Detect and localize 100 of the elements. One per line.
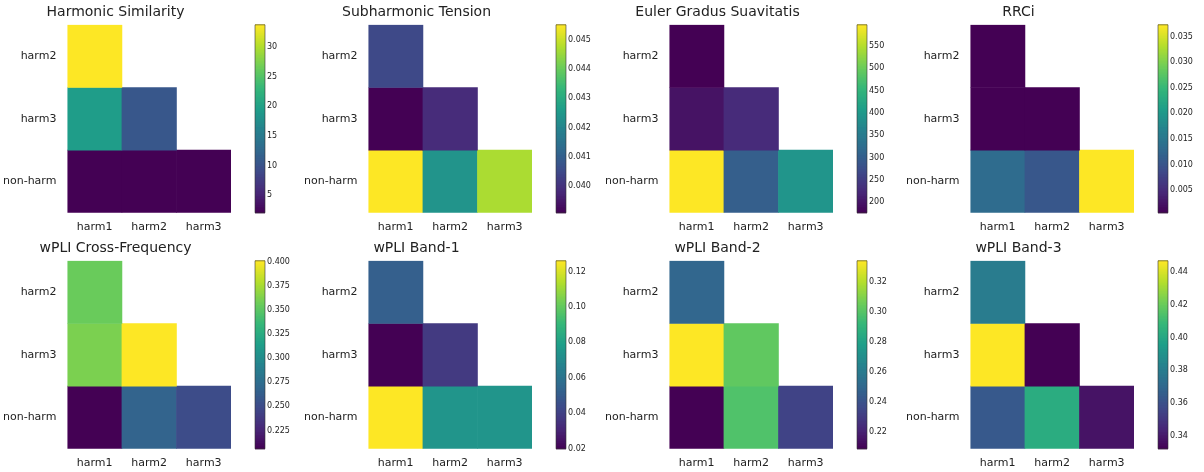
y-tick-label: harm2 bbox=[20, 284, 57, 298]
y-tick-label: non-harm bbox=[303, 174, 358, 188]
color-bar-label: 0.36 bbox=[1170, 398, 1188, 408]
color-bar-label: 0.12 bbox=[568, 266, 586, 276]
color-bar-label: 0.005 bbox=[1170, 185, 1193, 195]
x-tick-label: harm1 bbox=[76, 456, 113, 470]
color-bar-label: 0.28 bbox=[869, 337, 887, 347]
y-tick-label: harm2 bbox=[622, 48, 659, 62]
color-bar-label: 0.24 bbox=[869, 397, 887, 407]
y-tick-label: harm2 bbox=[923, 284, 960, 298]
x-tick-label: harm1 bbox=[979, 220, 1016, 234]
color-bar-label: 20 bbox=[267, 101, 278, 111]
y-tick-label: harm3 bbox=[923, 347, 960, 361]
color-bar-label: 0.015 bbox=[1170, 134, 1193, 144]
y-tick-label: harm3 bbox=[20, 347, 57, 361]
color-bar-label: 0.044 bbox=[568, 63, 591, 73]
y-tick-label: harm2 bbox=[321, 284, 358, 298]
color-bar-label: 10 bbox=[267, 160, 278, 170]
color-bar-label: 0.06 bbox=[568, 372, 586, 382]
color-bar-label: 250 bbox=[869, 174, 885, 184]
color-bar-label: 0.035 bbox=[1170, 31, 1193, 41]
color-bar-label: 300 bbox=[869, 152, 885, 162]
chart-title: Subharmonic Tension bbox=[341, 3, 492, 20]
color-bar-label: 0.10 bbox=[568, 301, 586, 311]
y-tick-label: non-harm bbox=[604, 410, 659, 424]
x-tick-label: harm2 bbox=[432, 220, 469, 234]
color-bar-label: 0.02 bbox=[568, 443, 586, 453]
y-tick-label: harm2 bbox=[622, 284, 659, 298]
color-bar-label: 0.40 bbox=[1170, 332, 1188, 342]
x-tick-label: harm3 bbox=[1088, 220, 1125, 234]
x-tick-label: harm3 bbox=[185, 456, 222, 470]
color-bar-label: 0.300 bbox=[267, 353, 290, 363]
y-tick-label: non-harm bbox=[2, 174, 57, 188]
x-tick-label: harm3 bbox=[787, 456, 824, 470]
x-tick-label: harm1 bbox=[377, 456, 414, 470]
color-bar-label: 550 bbox=[869, 40, 885, 50]
color-bar-label: 0.020 bbox=[1170, 108, 1193, 118]
x-tick-label: harm1 bbox=[979, 456, 1016, 470]
y-tick-label: harm2 bbox=[923, 48, 960, 62]
y-tick-label: harm2 bbox=[20, 48, 57, 62]
x-tick-label: harm2 bbox=[1034, 456, 1071, 470]
chart-title: wPLI Band-1 bbox=[373, 239, 460, 256]
x-tick-label: harm1 bbox=[678, 456, 715, 470]
x-tick-label: harm2 bbox=[733, 220, 770, 234]
y-tick-label: harm3 bbox=[321, 111, 358, 125]
chart-title: Harmonic Similarity bbox=[46, 3, 185, 20]
color-bar-label: 0.34 bbox=[1170, 430, 1188, 440]
color-bar-label: 0.32 bbox=[869, 276, 887, 286]
x-tick-label: harm1 bbox=[678, 220, 715, 234]
color-bar-label: 0.325 bbox=[267, 329, 290, 339]
color-bar-label: 0.250 bbox=[267, 401, 290, 411]
color-bar-label: 15 bbox=[267, 131, 278, 141]
color-bar-label: 450 bbox=[869, 85, 885, 95]
y-tick-label: harm3 bbox=[20, 111, 57, 125]
x-tick-label: harm2 bbox=[131, 220, 168, 234]
color-bar-label: 25 bbox=[267, 71, 278, 81]
y-tick-label: harm3 bbox=[622, 111, 659, 125]
color-bar-label: 0.042 bbox=[568, 122, 591, 132]
x-tick-label: harm2 bbox=[131, 456, 168, 470]
color-bar-label: 0.225 bbox=[267, 425, 290, 435]
color-bar-label: 0.400 bbox=[267, 256, 290, 266]
y-tick-label: non-harm bbox=[905, 174, 960, 188]
x-tick-label: harm3 bbox=[787, 220, 824, 234]
y-tick-label: non-harm bbox=[604, 174, 659, 188]
x-tick-label: harm2 bbox=[733, 456, 770, 470]
x-tick-label: harm3 bbox=[185, 220, 222, 234]
color-bar-label: 0.44 bbox=[1170, 267, 1188, 277]
y-tick-label: non-harm bbox=[905, 410, 960, 424]
y-tick-label: harm3 bbox=[622, 347, 659, 361]
x-tick-label: harm3 bbox=[1088, 456, 1125, 470]
chart-title: wPLI Band-2 bbox=[674, 239, 761, 256]
x-tick-label: harm1 bbox=[76, 220, 113, 234]
color-bar-label: 0.26 bbox=[869, 367, 887, 377]
color-bar-label: 0.42 bbox=[1170, 300, 1188, 310]
chart-title: Euler Gradus Suavitatis bbox=[635, 3, 800, 20]
x-tick-label: harm2 bbox=[432, 456, 469, 470]
color-bar-label: 0.08 bbox=[568, 337, 586, 347]
x-tick-label: harm2 bbox=[1034, 220, 1071, 234]
color-bar-label: 30 bbox=[267, 42, 278, 52]
chart-title: RRCi bbox=[1002, 3, 1035, 20]
color-bar-label: 5 bbox=[267, 190, 273, 200]
color-bar-label: 0.275 bbox=[267, 377, 290, 387]
x-tick-label: harm3 bbox=[486, 456, 523, 470]
chart-title: wPLI Cross-Frequency bbox=[39, 239, 192, 256]
color-bar-label: 0.30 bbox=[869, 307, 887, 317]
color-bar-label: 0.041 bbox=[568, 152, 591, 162]
color-bar-label: 0.375 bbox=[267, 280, 290, 290]
color-bar-label: 0.045 bbox=[568, 34, 591, 44]
x-tick-label: harm3 bbox=[486, 220, 523, 234]
chart-title: wPLI Band-3 bbox=[975, 239, 1062, 256]
color-bar-label: 0.04 bbox=[568, 408, 586, 418]
color-bar-label: 350 bbox=[869, 130, 885, 140]
x-tick-label: harm1 bbox=[377, 220, 414, 234]
y-tick-label: non-harm bbox=[2, 410, 57, 424]
color-bar-label: 0.350 bbox=[267, 305, 290, 315]
y-tick-label: harm3 bbox=[923, 111, 960, 125]
y-tick-label: harm2 bbox=[321, 48, 358, 62]
y-tick-label: harm3 bbox=[321, 347, 358, 361]
color-bar-label: 500 bbox=[869, 63, 885, 73]
color-bar-label: 0.043 bbox=[568, 93, 591, 103]
